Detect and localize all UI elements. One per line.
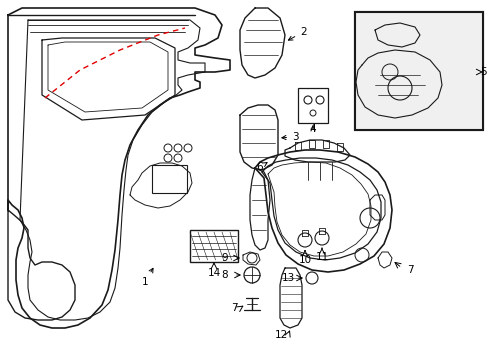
Bar — [354, 12, 482, 130]
Bar — [190, 230, 238, 262]
Text: 9: 9 — [221, 253, 227, 263]
Text: 11: 11 — [315, 252, 328, 262]
Bar — [297, 88, 327, 123]
Text: 1: 1 — [142, 268, 153, 287]
Text: 10: 10 — [298, 255, 311, 265]
Text: 14: 14 — [207, 268, 220, 278]
Text: 3: 3 — [281, 132, 298, 142]
Text: 5: 5 — [479, 67, 486, 77]
Bar — [354, 12, 482, 130]
Text: 2: 2 — [288, 27, 306, 40]
Text: 4: 4 — [309, 124, 316, 134]
Bar — [152, 165, 186, 193]
Text: 12: 12 — [274, 330, 287, 340]
Text: 8: 8 — [221, 270, 227, 280]
Text: 6: 6 — [256, 162, 266, 172]
Text: 7: 7 — [231, 303, 238, 313]
Text: 13: 13 — [281, 273, 294, 283]
Text: 7: 7 — [406, 265, 412, 275]
